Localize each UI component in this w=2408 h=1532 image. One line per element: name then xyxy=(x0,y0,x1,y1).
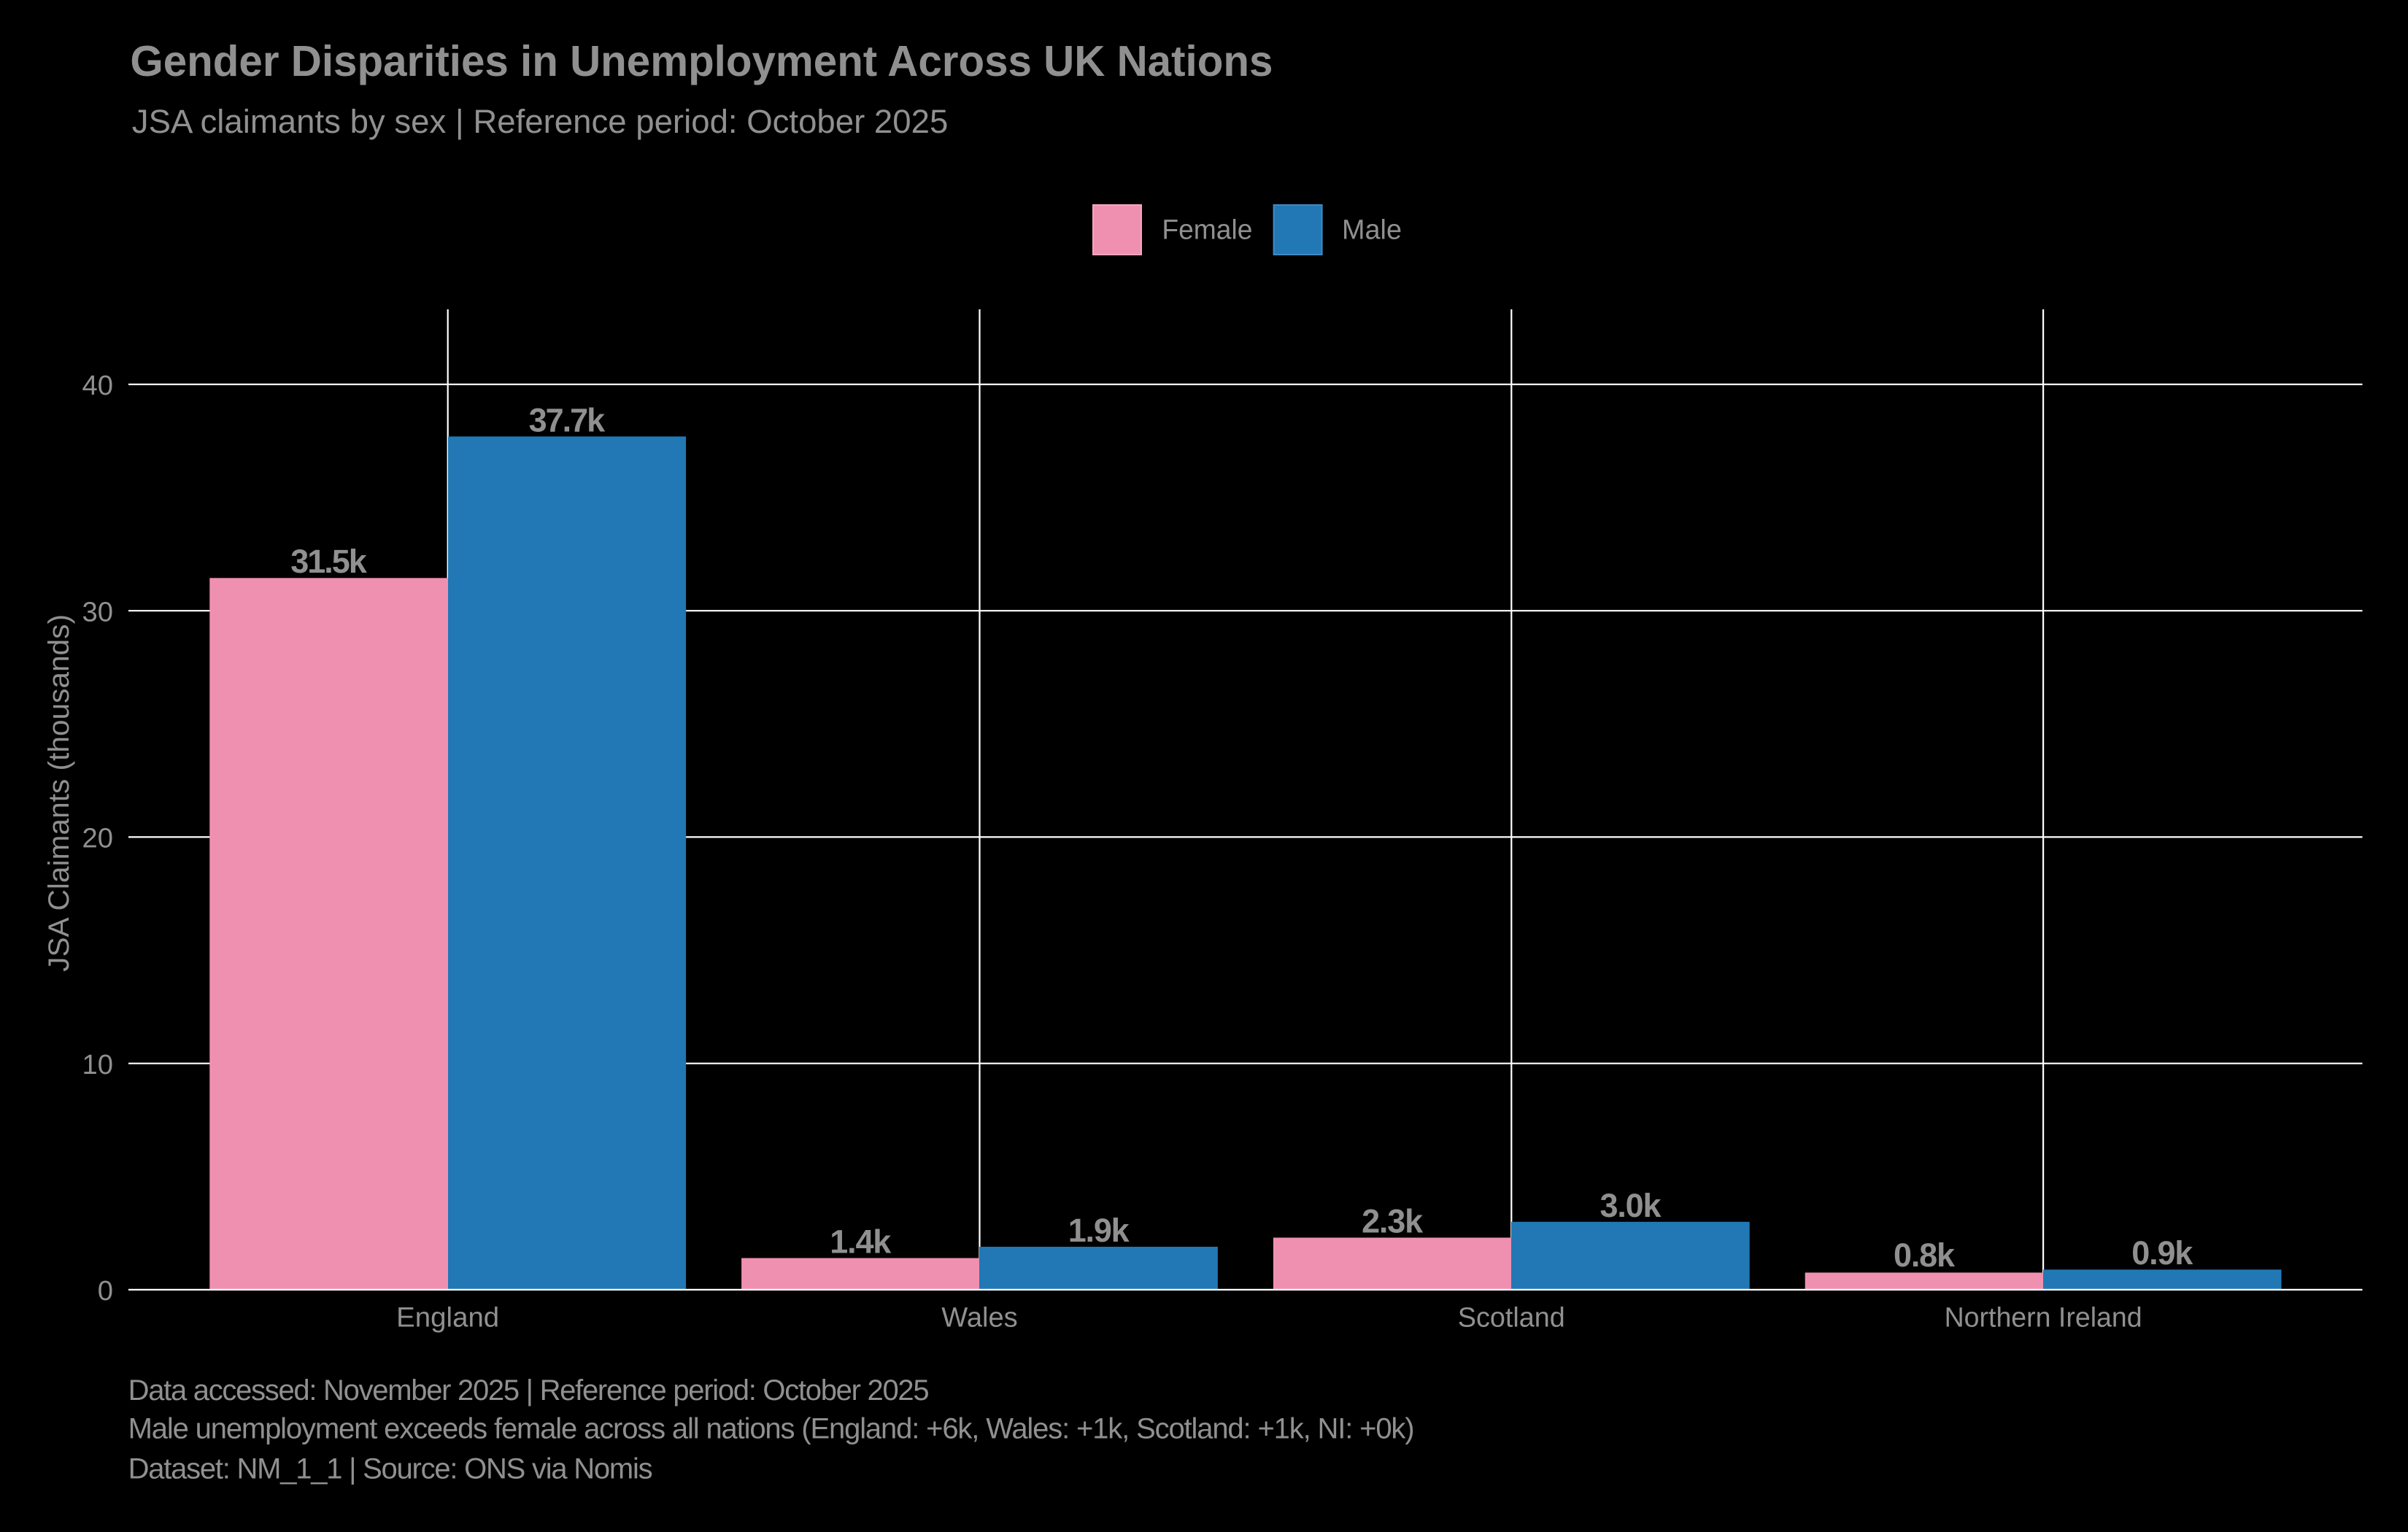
svg-text:Data accessed: November 2025 |: Data accessed: November 2025 | Reference… xyxy=(128,1374,930,1407)
svg-text:3.0k: 3.0k xyxy=(1600,1187,1662,1224)
svg-text:Wales: Wales xyxy=(941,1302,1018,1333)
svg-text:Male: Male xyxy=(1342,215,1402,246)
svg-text:20: 20 xyxy=(82,823,113,854)
svg-text:2.3k: 2.3k xyxy=(1362,1203,1424,1240)
svg-text:Female: Female xyxy=(1162,215,1252,246)
svg-text:37.7k: 37.7k xyxy=(529,401,606,438)
svg-text:0.8k: 0.8k xyxy=(1894,1237,1956,1274)
svg-text:JSA claimants by sex | Referen: JSA claimants by sex | Reference period:… xyxy=(132,103,949,140)
svg-text:30: 30 xyxy=(82,597,113,628)
svg-text:Northern Ireland: Northern Ireland xyxy=(1945,1302,2142,1333)
svg-text:31.5k: 31.5k xyxy=(290,543,367,580)
svg-text:Male unemployment exceeds fema: Male unemployment exceeds female across … xyxy=(128,1413,1415,1445)
svg-text:40: 40 xyxy=(82,370,113,401)
svg-text:0.9k: 0.9k xyxy=(2131,1234,2193,1272)
svg-text:1.9k: 1.9k xyxy=(1068,1212,1130,1249)
svg-text:Gender Disparities in Unemploy: Gender Disparities in Unemployment Acros… xyxy=(130,37,1273,85)
svg-text:0: 0 xyxy=(98,1275,113,1307)
svg-text:1.4k: 1.4k xyxy=(830,1223,892,1261)
svg-text:Dataset: NM_1_1 | Source: ONS: Dataset: NM_1_1 | Source: ONS via Nomis xyxy=(128,1453,653,1485)
svg-text:JSA Claimants (thousands): JSA Claimants (thousands) xyxy=(42,614,75,972)
svg-text:England: England xyxy=(396,1302,499,1333)
svg-text:Scotland: Scotland xyxy=(1458,1302,1565,1333)
svg-text:10: 10 xyxy=(82,1049,113,1080)
